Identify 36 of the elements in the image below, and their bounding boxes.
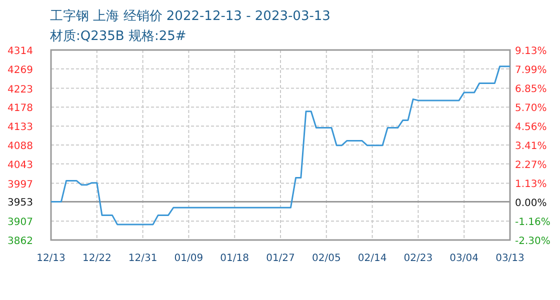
y2-tick-label: 0.00% (515, 198, 547, 209)
x-tick-label: 02/05 (312, 253, 341, 264)
line-series (50, 66, 511, 226)
y-tick-label: 4043 (8, 160, 33, 171)
y-tick-label: 4088 (8, 141, 33, 152)
y-tick-label: 3997 (8, 179, 33, 190)
y-tick-label: 3907 (8, 217, 33, 228)
chart-subtitle: 材质:Q235B 规格:25# (49, 29, 186, 44)
y2-tick-label: -2.30% (515, 236, 550, 247)
y-tick-label: 3953 (8, 198, 33, 209)
y-tick-label: 4178 (8, 103, 33, 114)
x-tick-label: 12/22 (82, 253, 112, 264)
y-tick-label: 4133 (8, 122, 33, 134)
y-tick-label: 4314 (8, 46, 33, 57)
x-tick-label: 01/18 (220, 253, 250, 264)
x-tick-label: 12/31 (128, 253, 158, 264)
y-tick-label: 4269 (8, 64, 33, 76)
x-tick-label: 01/09 (174, 253, 204, 264)
chart-title: 工字钢 上海 经销价 2022-12-13 - 2023-03-13 (50, 8, 330, 24)
y2-tick-label: -1.16% (515, 217, 550, 228)
y2-tick-label: 9.13% (515, 46, 547, 57)
x-tick-label: 03/04 (450, 253, 479, 264)
y2-tick-label: 7.99% (515, 64, 547, 76)
y2-tick-label: 6.85% (515, 84, 547, 95)
y2-tick-label: 5.70% (515, 103, 547, 114)
x-tick-label: 01/27 (266, 253, 295, 264)
y-tick-label: 4223 (8, 84, 33, 96)
y2-tick-label: 1.13% (515, 178, 547, 190)
x-tick-label: 03/13 (496, 253, 524, 264)
y-tick-label: 3862 (8, 236, 33, 247)
y2-tick-label: 4.56% (515, 122, 547, 133)
y2-tick-label: 3.41% (515, 141, 547, 152)
x-tick-label: 12/13 (36, 253, 66, 264)
x-tick-label: 02/23 (404, 253, 433, 264)
x-tick-label: 02/14 (358, 253, 387, 264)
y2-tick-label: 2.27% (515, 160, 547, 172)
